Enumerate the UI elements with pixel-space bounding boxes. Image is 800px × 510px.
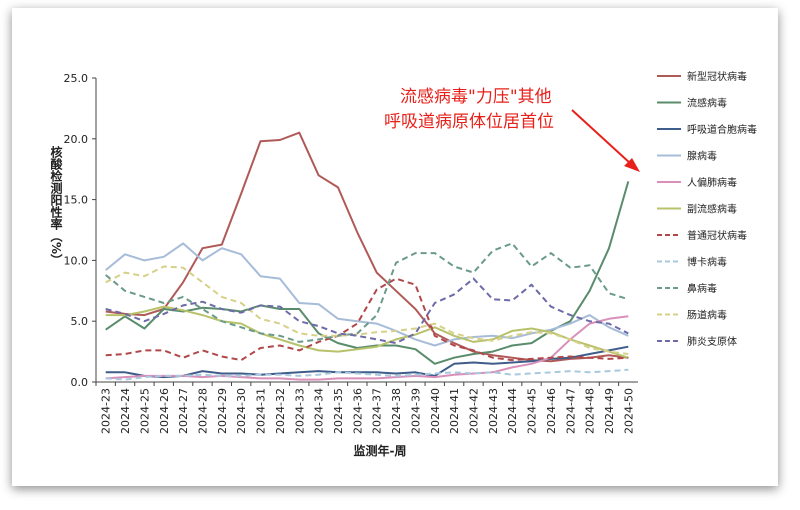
x-tick-label: 2024-39	[409, 388, 422, 434]
x-tick-label: 2024-23	[100, 388, 113, 434]
y-tick-label: 5.0	[71, 315, 89, 328]
x-tick-label: 2024-29	[216, 388, 229, 434]
x-tick-label: 2024-27	[177, 388, 190, 434]
series-line-11	[105, 277, 629, 345]
y-tick-label: 0.0	[71, 376, 89, 389]
x-tick-label: 2024-44	[506, 388, 519, 434]
x-tick-label: 2024-31	[255, 388, 268, 434]
series-line-2	[105, 181, 630, 365]
series-line-9	[105, 242, 629, 343]
legend-label: 肺炎支原体	[687, 336, 737, 348]
x-tick-label: 2024-50	[622, 388, 635, 434]
x-tick-label: 2024-41	[448, 388, 461, 434]
x-tick-label: 2024-36	[351, 388, 364, 434]
x-tick-label: 2024-33	[293, 388, 306, 434]
annotation-line-1: 流感病毒"力压"其他	[400, 87, 552, 107]
annotation-line-2: 呼吸道病原体位居首位	[384, 112, 554, 132]
x-tick-label: 2024-26	[158, 388, 171, 434]
legend-label: 流感病毒	[687, 97, 727, 110]
x-tick-label: 2024-42	[467, 388, 480, 434]
legend-label: 副流感病毒	[687, 203, 737, 216]
legend: 新型冠状病毒流感病毒呼吸道合胞病毒腺病毒人偏肺病毒副流感病毒普通冠状病毒博卡病毒…	[657, 70, 757, 348]
y-tick-label: 10.0	[64, 254, 89, 267]
legend-label: 博卡病毒	[687, 256, 727, 269]
axes: 0.0 5.0 10.0 15.0 20.0 25.0 2024-23 2024-24 2024…	[64, 72, 638, 434]
legend-label: 腺病毒	[687, 150, 717, 163]
x-tick-label: 2024-38	[390, 388, 403, 434]
x-tick-label: 2024-46	[545, 388, 558, 434]
x-tick-label: 2024-40	[429, 388, 442, 434]
y-tick-label: 25.0	[64, 72, 89, 85]
chart-frame: 0.0 5.0 10.0 15.0 20.0 25.0 2024-23 2024-24 2024…	[12, 8, 778, 486]
series-line-4	[105, 242, 629, 347]
x-axis-label: 监测年-周	[354, 443, 407, 458]
series-line-6	[105, 305, 629, 359]
legend-label: 肠道病毒	[687, 309, 727, 322]
legend-label: 普通冠状病毒	[687, 229, 747, 242]
legend-label: 新型冠状病毒	[687, 70, 747, 83]
x-tick-label: 2024-48	[584, 388, 597, 434]
x-tick-label: 2024-34	[313, 388, 326, 434]
series-line-8	[105, 368, 629, 381]
legend-label: 鼻病毒	[687, 282, 717, 295]
x-tick-label: 2024-24	[119, 388, 132, 434]
y-axis-label: 核酸检测阳性率（%）	[49, 145, 63, 266]
x-tick-label: 2024-25	[138, 388, 151, 434]
series-line-5	[105, 315, 629, 381]
x-tick-label: 2024-35	[332, 388, 345, 434]
legend-label: 人偏肺病毒	[687, 176, 737, 189]
legend-label: 呼吸道合胞病毒	[687, 123, 757, 136]
x-tick-label: 2024-47	[564, 388, 577, 434]
y-tick-label: 20.0	[64, 133, 89, 146]
series-line-1	[105, 131, 629, 363]
line-chart: 0.0 5.0 10.0 15.0 20.0 25.0 2024-23 2024-24 2024…	[49, 70, 757, 458]
series-line-10	[105, 265, 629, 355]
x-tick-label: 2024-45	[526, 388, 539, 434]
x-tick-label: 2024-32	[274, 388, 287, 434]
annotation-arrow	[571, 109, 640, 172]
x-tick-label: 2024-30	[235, 388, 248, 434]
x-tick-label: 2024-37	[371, 388, 384, 434]
y-tick-label: 15.0	[64, 194, 89, 207]
x-tick-label: 2024-28	[196, 388, 209, 434]
x-tick-label: 2024-43	[487, 388, 500, 434]
x-tick-label: 2024-49	[603, 388, 616, 434]
series-line-7	[105, 277, 629, 362]
series-layer	[105, 131, 630, 381]
